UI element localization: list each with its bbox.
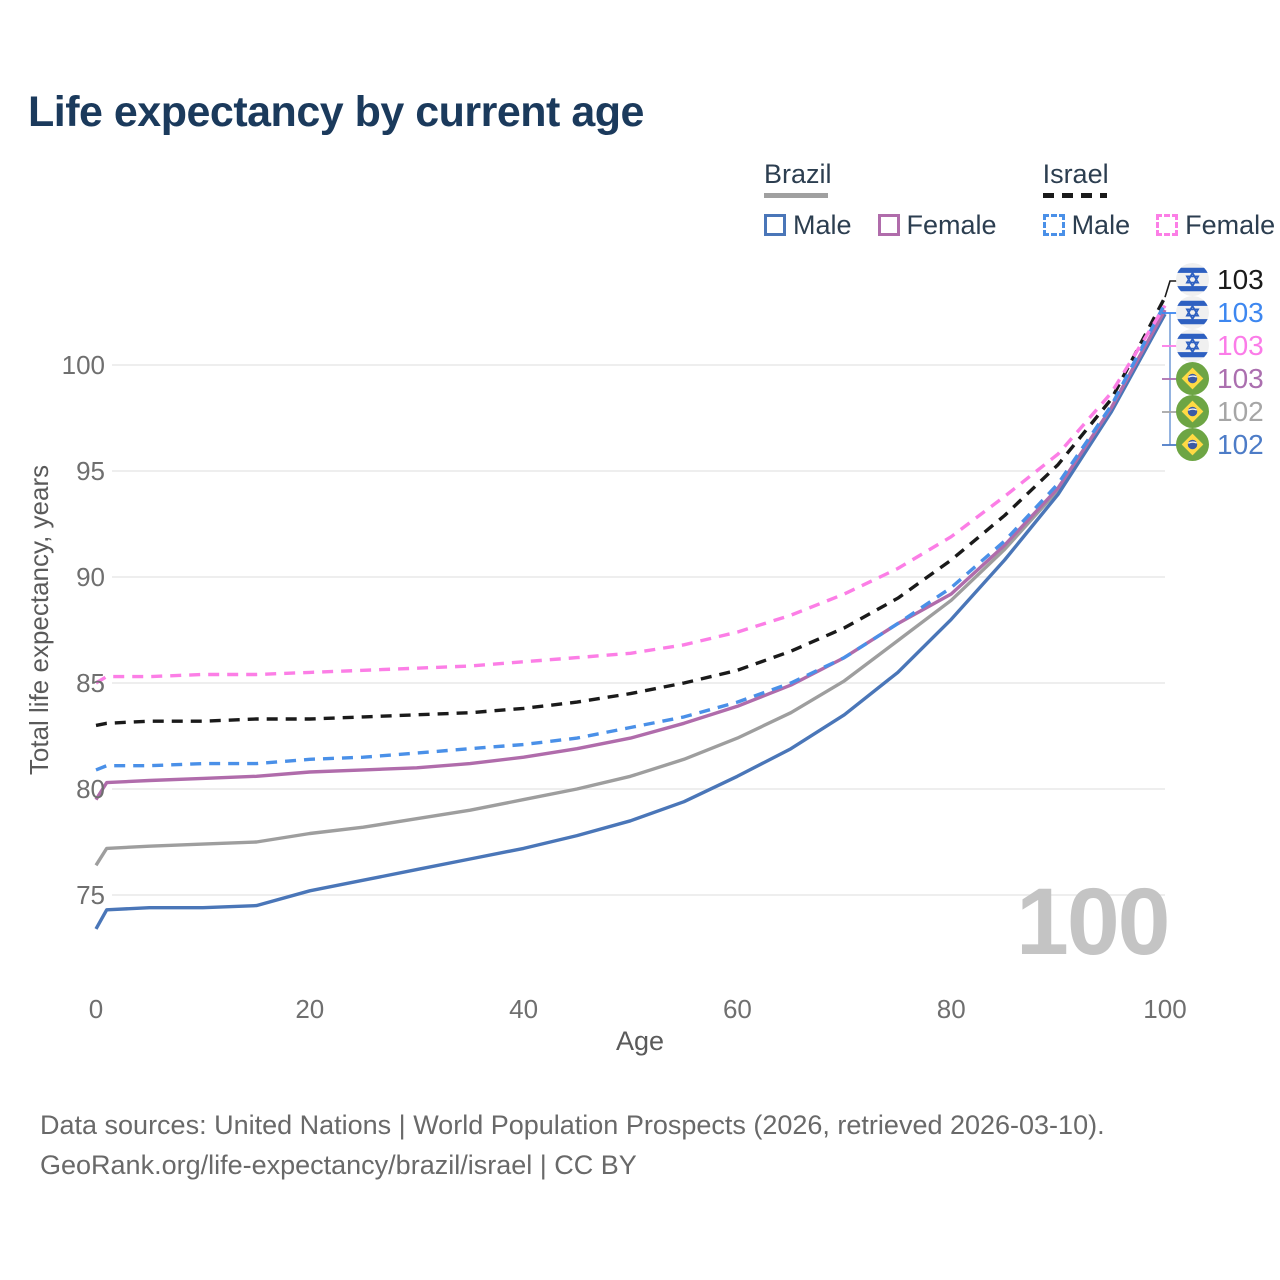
legend-group-israel: Israel Male Female	[1042, 159, 1275, 241]
y-tick-label-90: 90	[76, 562, 105, 592]
x-tick-label-40: 40	[509, 994, 538, 1024]
legend-item-label: Female	[906, 209, 997, 240]
brazil-flag-icon	[1176, 395, 1209, 428]
footer: Data sources: United Nations | World Pop…	[40, 1106, 1105, 1186]
legend-group-brazil: Brazil Male Female	[764, 159, 997, 241]
end-label-value: 102	[1217, 428, 1264, 460]
legend: Brazil Male Female Israel Male Female	[764, 159, 1275, 241]
israel-flag-icon	[1176, 329, 1209, 362]
legend-linestyle-sample-solid	[764, 192, 828, 198]
y-tick-label-75: 75	[76, 880, 105, 910]
x-tick-label-80: 80	[937, 994, 966, 1024]
footer-attribution: GeoRank.org/life-expectancy/brazil/israe…	[40, 1149, 637, 1180]
y-tick-label-100: 100	[62, 350, 105, 380]
end-label-value: 103	[1217, 362, 1264, 394]
end-label-value: 102	[1217, 395, 1264, 427]
footer-data-sources: Data sources: United Nations | World Pop…	[40, 1110, 1105, 1140]
israel-flag	[1176, 296, 1209, 329]
y-axis-title: Total life expectancy, years	[24, 465, 54, 775]
end-label-brazil-4: 102	[1176, 395, 1264, 428]
legend-item-brazil-female[interactable]: Female	[877, 209, 997, 241]
x-tick-label-20: 20	[295, 994, 324, 1024]
legend-item-label: Male	[1071, 209, 1131, 240]
legend-item-israel-female[interactable]: Female	[1156, 210, 1275, 241]
end-label-israel-2: 103	[1176, 329, 1264, 362]
israel-flag-icon	[1176, 296, 1209, 329]
series-line-brazil-both-sexes[interactable]	[94, 313, 1167, 867]
y-tick-label-95: 95	[76, 456, 105, 486]
y-tick-label-80: 80	[76, 774, 105, 804]
end-label-value: 103	[1217, 263, 1264, 295]
brazil-flag-icon	[1176, 428, 1209, 461]
end-label-brazil-5: 102	[1176, 428, 1264, 461]
legend-item-label: Male	[793, 209, 852, 240]
series-line-brazil-female[interactable]	[94, 309, 1167, 801]
legend-swatch-icon	[1156, 214, 1179, 237]
series-line-brazil-male[interactable]	[94, 313, 1167, 930]
x-tick-label-0: 0	[89, 994, 103, 1024]
end-label-brazil-3: 103	[1176, 362, 1264, 395]
leader-line-israel-both	[1164, 280, 1177, 298]
end-label-value: 103	[1217, 329, 1264, 361]
legend-item-brazil-male[interactable]: Male	[764, 210, 852, 241]
page-title: Life expectancy by current age	[28, 88, 644, 136]
legend-country-label[interactable]: Brazil	[764, 159, 832, 189]
brazil-flag	[1176, 395, 1209, 428]
brazil-flag	[1176, 428, 1209, 461]
hover-age-watermark: 100	[1016, 869, 1171, 975]
israel-flag	[1176, 329, 1209, 362]
x-axis-title: Age	[616, 1026, 664, 1056]
brazil-flag	[1176, 362, 1209, 395]
legend-swatch-icon	[764, 214, 786, 237]
end-label-value: 103	[1217, 296, 1264, 328]
legend-item-israel-male[interactable]: Male	[1042, 209, 1131, 241]
legend-linestyle-sample-dashed	[1042, 192, 1107, 198]
end-label-israel-0: 103	[1176, 263, 1264, 296]
brazil-flag-icon	[1176, 362, 1209, 395]
israel-flag-icon	[1176, 263, 1209, 296]
x-tick-label-60: 60	[723, 994, 752, 1024]
legend-swatch-icon	[1042, 214, 1065, 237]
end-label-israel-1: 103	[1176, 296, 1264, 329]
legend-item-label: Female	[1185, 209, 1276, 240]
legend-items: Male Female	[1042, 209, 1275, 241]
series-line-israel-female[interactable]	[95, 304, 1167, 685]
y-tick-label-85: 85	[76, 668, 105, 698]
legend-items: Male Female	[764, 210, 997, 241]
legend-swatch-icon	[877, 214, 900, 237]
legend-country-label[interactable]: Israel	[1042, 159, 1109, 189]
series-line-israel-both-sexes[interactable]	[95, 296, 1167, 728]
x-tick-label-100: 100	[1143, 994, 1186, 1024]
israel-flag	[1176, 263, 1209, 296]
series-line-israel-male[interactable]	[95, 302, 1167, 772]
